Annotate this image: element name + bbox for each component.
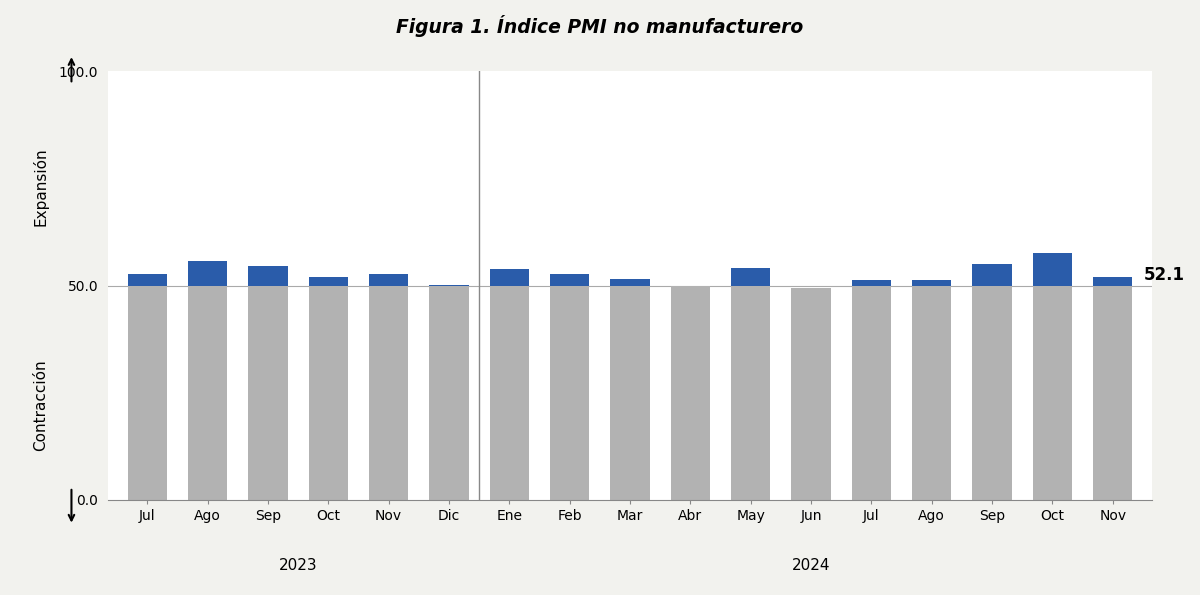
- Bar: [248, 286, 288, 500]
- Text: Expansión: Expansión: [32, 148, 48, 226]
- Bar: [1093, 286, 1133, 500]
- Bar: [611, 286, 649, 500]
- Text: Contracción: Contracción: [32, 360, 48, 452]
- Bar: [611, 278, 649, 286]
- Bar: [308, 277, 348, 286]
- Bar: [370, 274, 408, 286]
- Bar: [792, 288, 830, 500]
- Bar: [550, 286, 589, 500]
- Bar: [972, 286, 1012, 500]
- Text: Figura 1. Índice PMI no manufacturero: Figura 1. Índice PMI no manufacturero: [396, 15, 804, 37]
- Text: 2024: 2024: [792, 558, 830, 572]
- Bar: [972, 264, 1012, 286]
- Bar: [188, 286, 227, 500]
- Bar: [248, 267, 288, 286]
- Bar: [912, 280, 952, 286]
- Bar: [912, 286, 952, 500]
- Bar: [370, 286, 408, 500]
- Bar: [671, 286, 710, 500]
- Bar: [188, 261, 227, 286]
- Bar: [731, 268, 770, 286]
- Text: 52.1: 52.1: [1144, 267, 1186, 284]
- Bar: [308, 286, 348, 500]
- Bar: [1033, 286, 1072, 500]
- Bar: [490, 286, 529, 500]
- Bar: [127, 286, 167, 500]
- Bar: [127, 274, 167, 286]
- Bar: [550, 274, 589, 286]
- Bar: [852, 286, 892, 500]
- Bar: [731, 286, 770, 500]
- Bar: [1033, 253, 1072, 286]
- Text: 2023: 2023: [278, 558, 318, 572]
- Bar: [1093, 277, 1133, 286]
- Bar: [490, 270, 529, 286]
- Bar: [852, 280, 892, 286]
- Bar: [430, 286, 468, 500]
